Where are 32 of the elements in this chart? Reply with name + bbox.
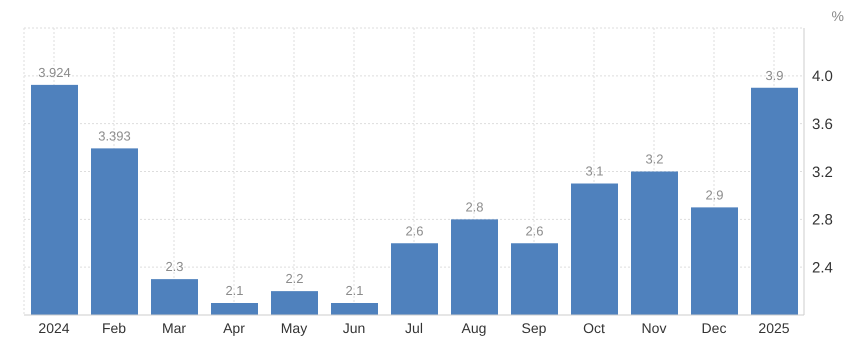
y-tick-label: 4.0 bbox=[812, 68, 833, 86]
y-axis-title: % bbox=[832, 8, 844, 24]
y-tick-label: 3.2 bbox=[812, 164, 833, 181]
x-tick-label: Feb bbox=[102, 320, 126, 336]
y-tick-label: 3.6 bbox=[812, 116, 833, 133]
data-label: 3.924 bbox=[38, 64, 71, 80]
y-tick-label: 2.8 bbox=[812, 212, 833, 229]
data-label: 2.1 bbox=[225, 283, 244, 298]
data-label: 2.6 bbox=[525, 223, 544, 238]
y-tick-label: 2.4 bbox=[812, 259, 833, 276]
data-label: 2.8 bbox=[465, 199, 484, 214]
data-label: 3.1 bbox=[585, 163, 604, 178]
data-label: 3.2 bbox=[645, 152, 664, 166]
x-tick-label: Aug bbox=[462, 320, 486, 336]
data-label: 2.1 bbox=[345, 283, 364, 298]
data-label: 2.9 bbox=[705, 187, 724, 202]
x-tick-label: Jul bbox=[405, 320, 423, 336]
x-tick-label: 2024 bbox=[38, 320, 70, 336]
data-label: 2.6 bbox=[405, 223, 424, 238]
x-tick-label: Nov bbox=[642, 320, 666, 336]
x-tick-label: Jun bbox=[342, 320, 366, 336]
data-label: 3.9 bbox=[765, 68, 784, 83]
x-tick-label: Mar bbox=[162, 320, 186, 336]
x-tick-label: Oct bbox=[583, 320, 605, 336]
x-tick-label: Apr bbox=[223, 320, 246, 336]
x-tick-label: Dec bbox=[702, 320, 726, 336]
x-tick-label: May bbox=[280, 320, 308, 336]
data-label: 3.393 bbox=[98, 128, 131, 144]
data-label: 2.2 bbox=[285, 271, 304, 286]
x-tick-label: 2025 bbox=[758, 320, 790, 336]
x-tick-label: Sep bbox=[522, 320, 547, 336]
data-label: 2.3 bbox=[165, 259, 184, 274]
